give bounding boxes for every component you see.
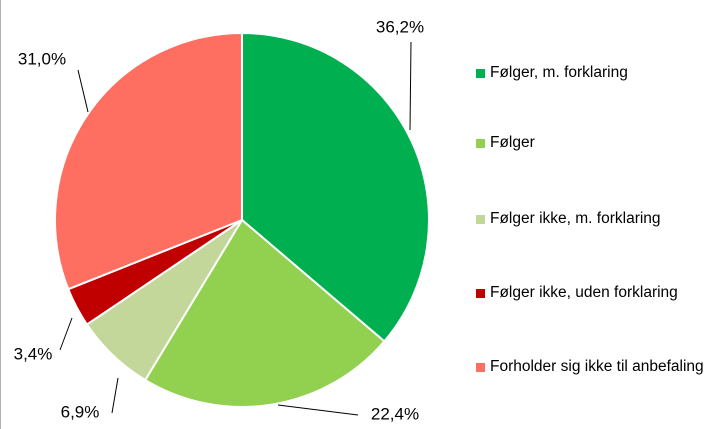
legend-swatch [476, 289, 485, 298]
legend-entry: Forholder sig ikke til anbefaling [476, 354, 726, 380]
leader-line [277, 404, 359, 416]
data-label: 3,4% [14, 344, 53, 363]
leader-line [59, 317, 73, 351]
legend-label: Følger ikke, m. forklaring [490, 210, 661, 227]
data-label: 36,2% [376, 17, 424, 36]
leader-line [409, 41, 412, 131]
legend-swatch [476, 215, 485, 224]
data-label: 22,4% [371, 404, 419, 423]
data-label: 31,0% [18, 49, 66, 68]
pie-slice [143, 218, 386, 408]
legend-swatch [476, 69, 485, 78]
legend-label: Forholder sig ikke til anbefaling [490, 358, 704, 375]
legend-label: Følger, m. forklaring [490, 64, 628, 81]
legend-entry: Følger ikke, uden forklaring [476, 280, 726, 306]
leader-line [111, 377, 119, 414]
legend-swatch [476, 139, 485, 148]
leader-line [77, 69, 89, 113]
legend-swatch [476, 363, 485, 372]
legend-entry: Følger [476, 130, 726, 156]
pie-slice [54, 31, 243, 291]
pie-slice [241, 31, 430, 343]
data-label: 6,9% [61, 402, 100, 421]
legend-entry: Følger, m. forklaring [476, 60, 726, 86]
legend-entry: Følger ikke, m. forklaring [476, 206, 726, 232]
legend-label: Følger [490, 134, 535, 151]
legend-label: Følger ikke, uden forklaring [490, 284, 678, 301]
